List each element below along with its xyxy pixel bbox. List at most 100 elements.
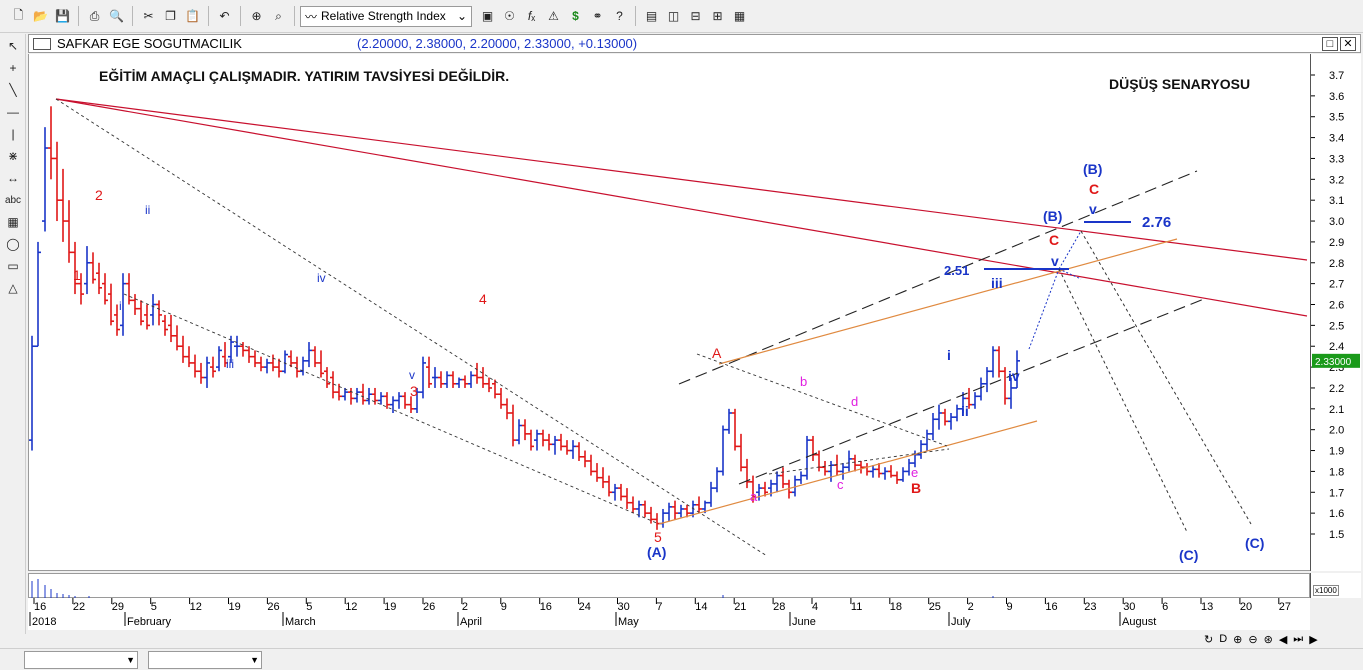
ohlc-bar <box>252 350 258 368</box>
tile-grid-icon[interactable]: ⊞ <box>712 9 723 23</box>
chart-nav: ↻ D ⊕ ⊖ ⊛ ◀ ⏭ ▶ <box>1196 630 1363 648</box>
ohlc-bar <box>798 471 804 484</box>
dollar-icon[interactable]: $ <box>572 9 579 23</box>
status-dropdown-2[interactable]: ▼ <box>148 650 262 669</box>
ohlc-bar <box>612 483 618 501</box>
date-tick-label: 20 <box>1240 601 1252 613</box>
close-button[interactable]: ✕ <box>1340 36 1356 51</box>
fibonacci-icon[interactable]: ⋇ <box>7 149 19 163</box>
channel-upper-line <box>678 170 1198 385</box>
price-tick-label: 3.7 <box>1329 70 1344 82</box>
vertical-line-icon[interactable]: | <box>11 127 15 141</box>
wave-label-A: A <box>712 345 722 361</box>
scroll-arrows-icon[interactable]: ↔ <box>7 171 19 185</box>
wave-label-right-i: i <box>947 347 951 363</box>
price-tick-label: 3.1 <box>1329 195 1344 207</box>
cut-icon[interactable]: ✂ <box>143 9 154 23</box>
triangle-icon[interactable]: △ <box>8 281 18 295</box>
paste-icon[interactable]: 📋 <box>185 9 200 23</box>
zoom-in-icon[interactable]: ⊕ <box>1233 633 1243 646</box>
rectangle-icon[interactable]: ▭ <box>7 259 19 273</box>
triangle-lower-line <box>768 448 950 475</box>
ohlc-bar <box>480 367 486 388</box>
refresh-icon[interactable]: ↻ <box>1204 633 1214 646</box>
ohlc-bar <box>450 371 456 388</box>
volume-svg <box>31 579 994 599</box>
indicator-icon[interactable]: ▣ <box>481 9 494 23</box>
save-icon[interactable]: 💾 <box>55 9 70 23</box>
scroll-right-icon[interactable]: ▶ <box>1309 633 1318 646</box>
zoom-icon[interactable]: ⌕ <box>275 8 282 23</box>
zoom-fit-icon[interactable]: ⊛ <box>1263 633 1273 646</box>
scroll-left-icon[interactable]: ◀ <box>1278 633 1288 646</box>
wave-label-sub-i: i <box>119 299 122 313</box>
date-axis: 16 22 29 5 12 19 26 5 12 19 26 2 9 16 24 30 7 14 21 28 4 11 18… <box>28 598 1310 630</box>
open-icon[interactable]: 📂 <box>33 9 48 23</box>
ohlc-bar <box>696 496 702 514</box>
layout-icon[interactable]: ▤ <box>645 9 658 23</box>
print-preview-icon[interactable]: 🔍 <box>109 9 124 23</box>
indicator-select[interactable]: 〰 Relative Strength Index ⌄ <box>300 5 472 27</box>
price-axis-svg: 3.7 3.6 3.5 3.4 3.3 3.2 3.1 3.0 2.9 2.8 2.7 2.6 2.5 2… <box>1311 70 1360 541</box>
ohlc-bar <box>642 500 648 518</box>
date-tick-label: 30 <box>618 601 630 613</box>
month-label: May <box>618 616 639 628</box>
help-icon[interactable]: ? <box>616 9 623 23</box>
date-tick-label: 16 <box>540 601 552 613</box>
ohlc-bar <box>240 342 246 357</box>
date-tick-label: 9 <box>501 601 507 613</box>
grid-icon[interactable]: ▦ <box>7 215 19 229</box>
date-tick-label: 27 <box>1279 601 1291 613</box>
wave-label-v-upper: v <box>1089 201 1097 217</box>
projection-dot-2 <box>1058 230 1082 270</box>
zoom-out-icon[interactable]: ⊖ <box>1248 633 1258 646</box>
date-tick-label: 4 <box>812 601 818 613</box>
ohlc-bar <box>936 404 942 430</box>
undo-icon[interactable]: ↶ <box>219 9 230 23</box>
month-label: 2018 <box>32 616 56 628</box>
ohlc-bar <box>204 356 210 388</box>
price-tick-label: 1.7 <box>1329 487 1344 499</box>
ohlc-bar <box>288 350 294 368</box>
channel-orange-upper <box>718 238 1178 365</box>
ohlc-bar <box>360 383 366 405</box>
ohlc-bar <box>384 392 390 409</box>
ohlc-bar <box>972 392 978 409</box>
text-icon[interactable]: abc <box>4 194 22 206</box>
maximize-button[interactable]: □ <box>1322 36 1338 51</box>
ohlc-bar <box>456 377 462 388</box>
formula-icon[interactable]: ☉ <box>504 9 515 23</box>
ohlc-bar <box>780 467 786 489</box>
pointer-icon[interactable]: ↖ <box>7 39 19 53</box>
crosshair-tool-icon[interactable]: + <box>9 61 17 75</box>
ohlc-bar <box>756 483 762 501</box>
date-tick-label: 5 <box>151 601 157 613</box>
date-tick-label: 12 <box>345 601 357 613</box>
trendline-icon[interactable]: ╲ <box>9 83 17 97</box>
settings-icon[interactable]: ▦ <box>733 9 746 23</box>
ohlc-bar <box>414 387 420 413</box>
new-icon[interactable]: 🗋 <box>13 7 24 22</box>
copy-icon[interactable]: ❐ <box>165 9 176 23</box>
print-icon[interactable]: ⎙ <box>89 8 100 23</box>
wave-label-b: b <box>800 374 807 389</box>
price-tick-label: 3.5 <box>1329 112 1344 124</box>
date-tick-label: 25 <box>929 601 941 613</box>
scroll-end-icon[interactable]: ⏭ <box>1293 632 1304 645</box>
ohlc-bar <box>114 304 120 336</box>
horizontal-line-icon[interactable]: — <box>7 105 19 119</box>
crosshair-icon[interactable]: ⊕ <box>251 9 262 23</box>
month-label: April <box>460 616 482 628</box>
tile-vertical-icon[interactable]: ◫ <box>667 9 680 23</box>
ohlc-bar <box>132 294 138 315</box>
status-dropdown-1[interactable]: ▼ <box>24 650 138 669</box>
binoculars-icon[interactable]: ⚭ <box>592 9 603 23</box>
tile-horizontal-icon[interactable]: ⊟ <box>690 9 701 23</box>
data-icon[interactable]: D <box>1219 633 1228 645</box>
alert-icon[interactable]: ⚠ <box>548 9 559 23</box>
date-tick-label: 23 <box>1084 601 1096 613</box>
wave-label-1: 1 <box>73 267 81 283</box>
ellipse-icon[interactable]: ◯ <box>6 237 20 251</box>
